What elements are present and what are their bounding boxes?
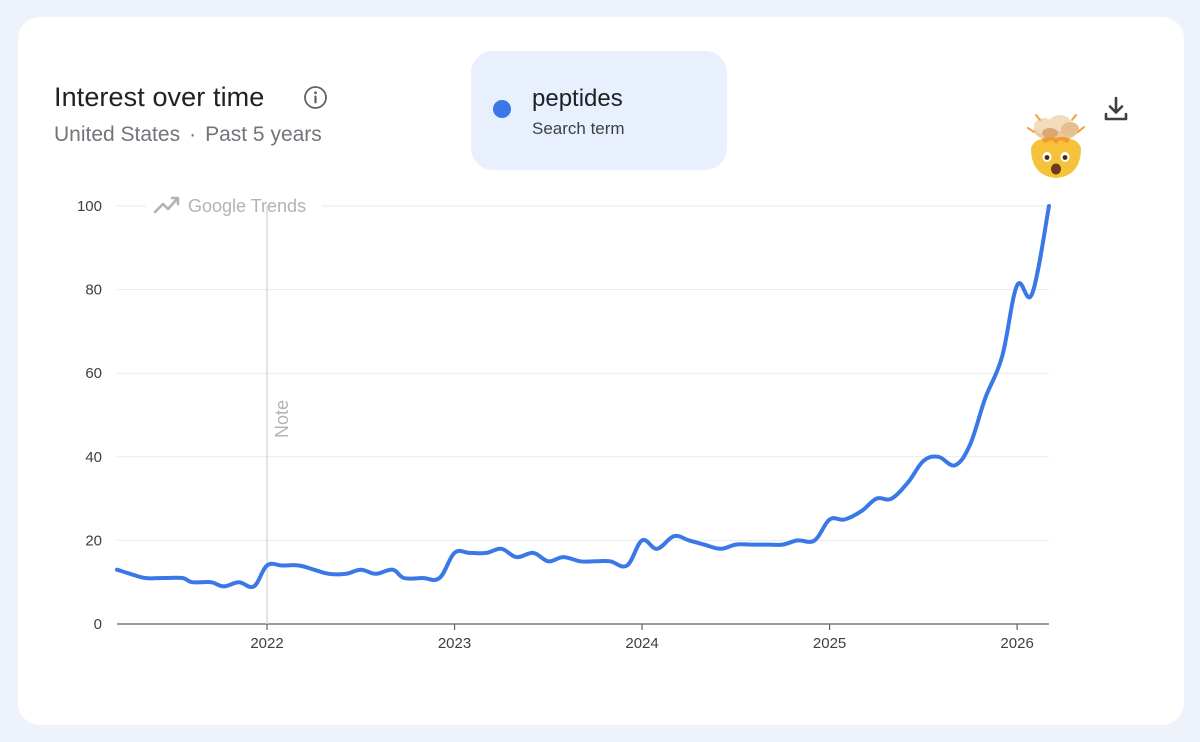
series-layer <box>115 204 1051 590</box>
search-term-subtitle: Search term <box>532 119 625 138</box>
exploding-head-emoji <box>1027 114 1085 178</box>
period-label[interactable]: Past 5 years <box>205 123 322 146</box>
y-tick-label-60: 60 <box>85 365 102 382</box>
x-tick-label-2024: 2024 <box>625 635 658 652</box>
series-line-peptides[interactable] <box>115 204 1051 590</box>
y-tick-label-20: 20 <box>85 532 102 549</box>
separator-dot: · <box>189 123 197 146</box>
trend-arrow-icon <box>153 197 179 214</box>
axis-layer: 0 20 40 60 80 100 2022 2023 2024 2025 2026 <box>77 198 1049 652</box>
search-term-legend[interactable]: peptides Search term <box>471 51 727 170</box>
note-label[interactable]: Note <box>272 400 292 438</box>
y-tick-label-100: 100 <box>77 198 102 215</box>
search-term-label: peptides <box>532 85 623 112</box>
series-color-dot <box>493 100 511 118</box>
watermark-text: Google Trends <box>188 196 306 216</box>
y-tick-label-40: 40 <box>85 449 102 466</box>
note-annotation[interactable]: Note <box>266 206 292 624</box>
x-tick-label-2023: 2023 <box>438 635 471 652</box>
y-tick-label-80: 80 <box>85 282 102 299</box>
download-icon[interactable] <box>1100 93 1132 125</box>
trend-arrow-head <box>170 196 180 206</box>
google-trends-watermark: Google Trends <box>146 192 322 218</box>
watermark-background <box>146 192 322 218</box>
x-tick-label-2026: 2026 <box>1000 635 1033 652</box>
x-tick-label-2025: 2025 <box>813 635 846 652</box>
x-tick-label-2022: 2022 <box>250 635 283 652</box>
y-tick-label-0: 0 <box>94 616 102 633</box>
chart-title: Interest over time <box>54 82 265 112</box>
chart-subtitle: United States · Past 5 years <box>54 123 322 147</box>
region-label[interactable]: United States <box>54 123 181 146</box>
grid-layer <box>117 205 1049 541</box>
info-circle-icon[interactable] <box>303 85 328 110</box>
